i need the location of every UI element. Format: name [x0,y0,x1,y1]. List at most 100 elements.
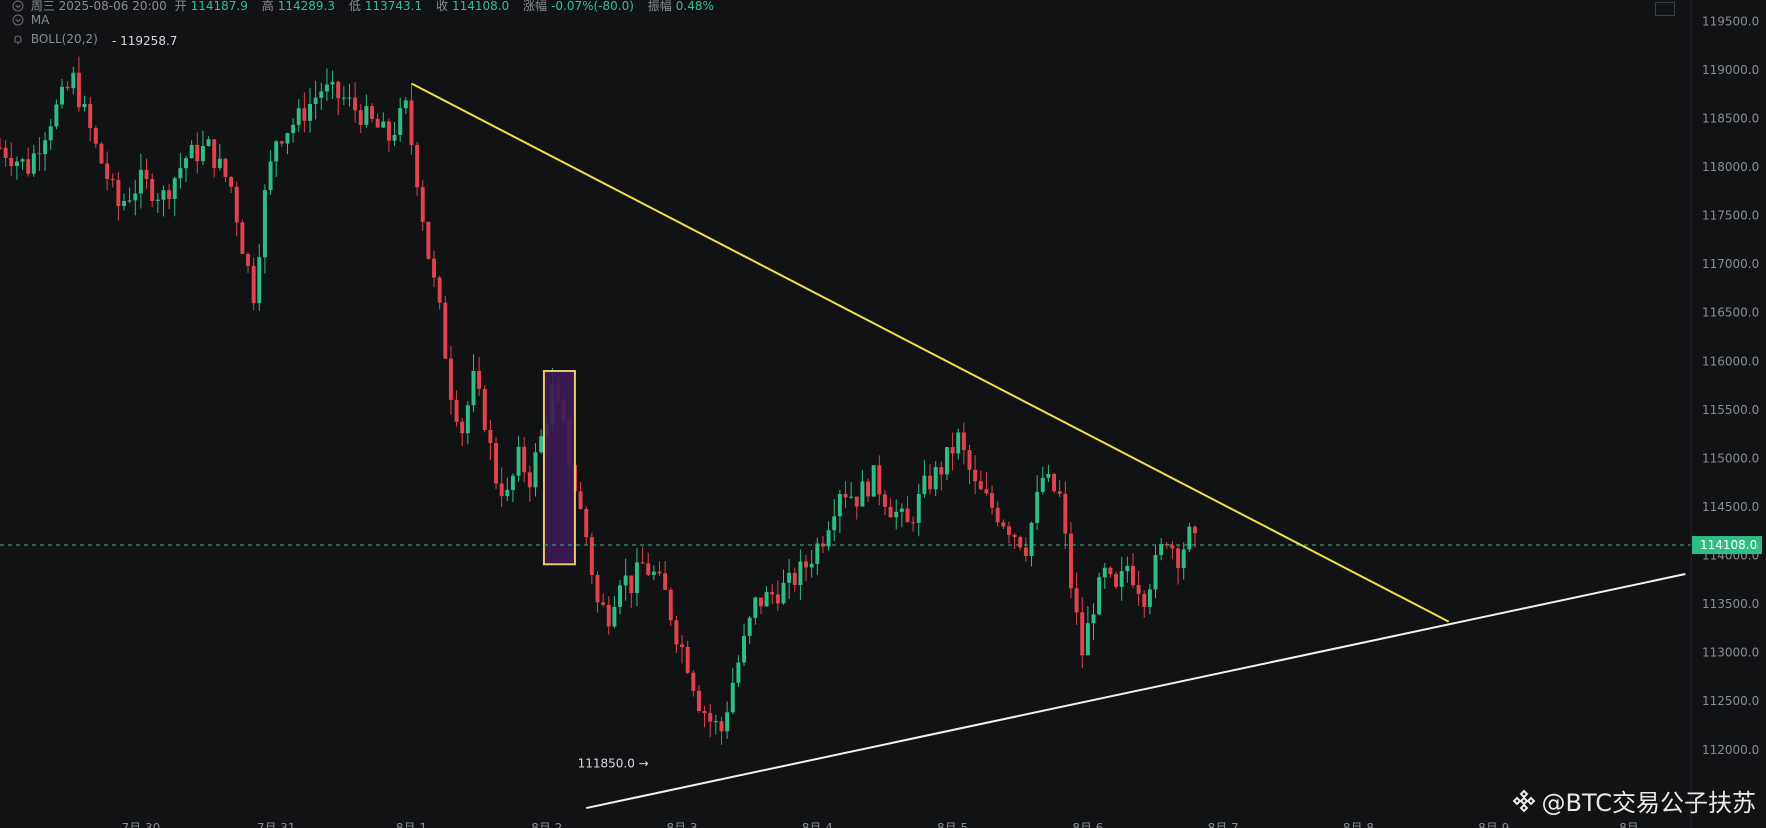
candle[interactable] [933,461,938,497]
candle[interactable] [1187,522,1192,552]
candle[interactable] [995,501,1000,527]
candle[interactable] [843,481,848,509]
candle[interactable] [877,455,882,506]
chevron-down-icon[interactable] [12,14,24,26]
candle[interactable] [1012,532,1017,549]
candle[interactable] [386,118,391,153]
candle[interactable] [279,140,284,147]
candle[interactable] [815,537,820,575]
candle[interactable] [195,132,200,174]
candle[interactable] [860,470,865,507]
candle[interactable] [730,667,735,715]
candle[interactable] [116,172,121,221]
candle[interactable] [1063,481,1068,549]
candle[interactable] [854,496,859,520]
candle[interactable] [14,156,19,180]
candle[interactable] [939,461,944,491]
candle[interactable] [494,436,498,490]
candle[interactable] [657,561,662,576]
candle[interactable] [324,68,329,102]
candle[interactable] [539,429,544,454]
candle[interactable] [251,257,256,311]
candle[interactable] [437,275,442,310]
candle[interactable] [499,467,504,507]
candle[interactable] [680,635,685,664]
candle[interactable] [184,155,188,183]
bell-icon[interactable] [12,33,24,45]
candle[interactable] [285,132,290,155]
candle[interactable] [1029,521,1034,567]
candle[interactable] [1114,571,1119,589]
candle[interactable] [9,142,14,177]
candle[interactable] [584,506,589,546]
candle[interactable] [944,447,949,480]
candle[interactable] [1046,464,1051,483]
candle[interactable] [347,83,352,107]
candle[interactable] [871,465,876,497]
candle[interactable] [133,180,138,216]
candle[interactable] [618,580,623,615]
candle[interactable] [105,151,110,191]
candle[interactable] [1023,537,1028,562]
candle[interactable] [1091,603,1096,641]
candle[interactable] [663,560,668,591]
candle[interactable] [522,437,527,483]
candle[interactable] [60,79,64,109]
candle[interactable] [1170,540,1175,559]
candle[interactable] [905,496,910,523]
candle[interactable] [161,185,166,217]
candle[interactable] [443,295,448,360]
candle[interactable] [578,481,583,510]
candle[interactable] [364,94,369,128]
candle[interactable] [1153,545,1158,599]
candle[interactable] [702,705,707,728]
candle[interactable] [1040,466,1045,495]
candle[interactable] [696,685,701,713]
candle[interactable] [31,144,36,177]
candle[interactable] [646,552,651,577]
candle[interactable] [505,477,510,501]
candle[interactable] [753,596,758,625]
candle[interactable] [1159,537,1164,561]
candle[interactable] [764,586,769,607]
candle[interactable] [268,150,273,195]
ma-indicator-row[interactable]: MA [12,13,53,27]
candle[interactable] [54,99,59,130]
candle[interactable] [961,422,966,465]
candle[interactable] [882,490,887,516]
candle[interactable] [1108,566,1113,578]
candle[interactable] [93,125,98,148]
candle[interactable] [1018,535,1023,551]
candle[interactable] [651,565,656,581]
candle[interactable] [223,157,228,182]
candle[interactable] [798,549,803,601]
candle[interactable] [257,243,262,312]
candle[interactable] [88,96,93,142]
candle[interactable] [460,417,465,446]
candle[interactable] [973,455,978,495]
candle[interactable] [167,183,172,210]
candle[interactable] [888,498,893,518]
candle[interactable] [1085,606,1090,656]
candle[interactable] [1181,542,1186,580]
candle[interactable] [967,444,972,484]
candle[interactable] [634,547,639,607]
candle[interactable] [1193,525,1197,548]
candle[interactable] [1119,556,1124,601]
candle[interactable] [820,535,825,554]
candle[interactable] [1136,570,1141,606]
candle[interactable] [809,549,814,578]
candle[interactable] [708,704,713,738]
candle[interactable] [725,701,730,739]
candle[interactable] [448,345,453,415]
candle[interactable] [296,99,301,133]
candle[interactable] [37,136,42,172]
candle[interactable] [668,587,673,626]
candle[interactable] [454,390,459,427]
candle[interactable] [792,567,797,592]
candle[interactable] [990,485,995,515]
candle[interactable] [398,97,403,142]
candle[interactable] [899,503,904,528]
candle[interactable] [217,143,222,171]
candle[interactable] [381,112,386,129]
